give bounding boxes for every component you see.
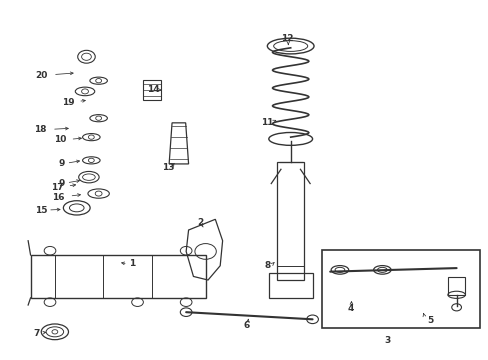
Text: 8: 8 <box>264 261 270 270</box>
Text: 6: 6 <box>244 320 249 329</box>
Bar <box>142 80 161 100</box>
Bar <box>322 249 479 328</box>
Bar <box>447 277 465 295</box>
Text: 2: 2 <box>197 218 203 227</box>
Text: 12: 12 <box>281 35 293 44</box>
Bar <box>268 273 312 298</box>
Bar <box>30 255 205 298</box>
Text: 16: 16 <box>52 193 65 202</box>
Text: 15: 15 <box>35 206 47 215</box>
Text: 5: 5 <box>426 315 432 324</box>
Text: 1: 1 <box>128 260 135 269</box>
Text: 10: 10 <box>54 135 66 144</box>
Text: 9: 9 <box>58 179 64 188</box>
Text: 3: 3 <box>384 336 390 345</box>
Text: 20: 20 <box>35 71 47 80</box>
Text: 9: 9 <box>58 159 64 168</box>
Text: 7: 7 <box>34 329 40 338</box>
Text: 18: 18 <box>34 126 46 135</box>
Text: 14: 14 <box>146 85 159 94</box>
Text: 4: 4 <box>346 304 353 313</box>
Bar <box>277 162 304 280</box>
Text: 17: 17 <box>51 183 63 192</box>
Text: 11: 11 <box>260 118 273 127</box>
Text: 13: 13 <box>162 163 175 172</box>
Text: 19: 19 <box>62 98 75 107</box>
